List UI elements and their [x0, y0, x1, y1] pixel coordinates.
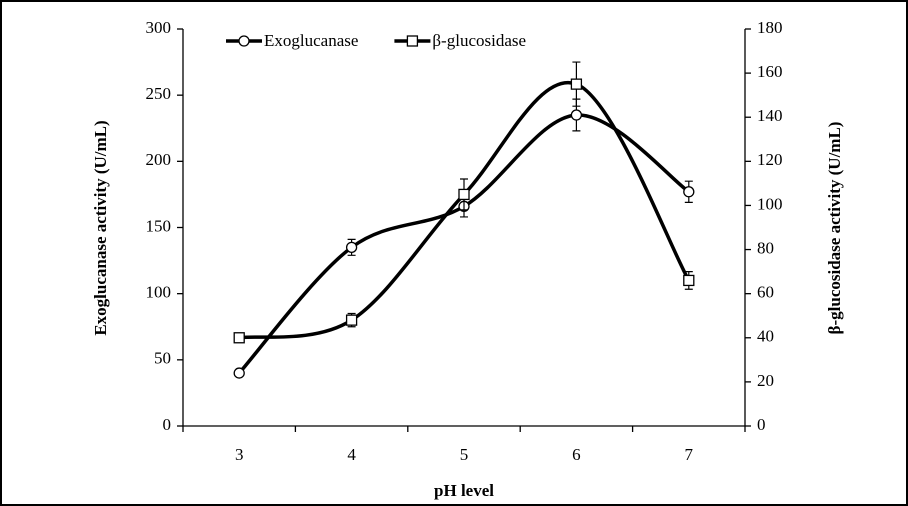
y-tick-label: 200: [146, 150, 172, 169]
y2-tick-label: 120: [757, 150, 783, 169]
y2-tick-label: 40: [757, 327, 774, 346]
y2-tick-label: 160: [757, 62, 783, 81]
legend-label: Exoglucanase: [264, 31, 358, 50]
marker: [683, 186, 695, 198]
x-tick-label: 5: [460, 445, 469, 464]
y-tick-label: 150: [146, 216, 172, 235]
legend-marker: [238, 35, 250, 47]
marker: [683, 274, 695, 287]
y2-axis-title: β-glucosidase activity (U/mL): [825, 122, 844, 335]
y2-tick-label: 0: [757, 415, 766, 434]
x-axis-title: pH level: [434, 481, 494, 500]
legend-label: β-glucosidase: [432, 31, 526, 50]
y-tick-label: 300: [146, 18, 172, 37]
y-tick-label: 0: [163, 415, 172, 434]
y-tick-label: 50: [154, 349, 171, 368]
marker: [233, 332, 245, 344]
y2-tick-label: 60: [757, 283, 774, 302]
y-axis-title: Exoglucanase activity (U/mL): [91, 120, 110, 335]
y2-tick-label: 180: [757, 18, 783, 37]
y-tick-label: 100: [146, 283, 172, 302]
y2-tick-label: 100: [757, 194, 783, 213]
x-tick-label: 6: [572, 445, 581, 464]
series-line: [238, 80, 691, 340]
y2-tick-label: 20: [757, 371, 774, 390]
y2-tick-label: 140: [757, 106, 783, 125]
legend-marker: [406, 35, 419, 47]
marker: [345, 314, 358, 326]
marker: [458, 188, 470, 201]
marker: [570, 109, 583, 121]
marker: [570, 78, 583, 90]
marker: [233, 367, 245, 379]
x-tick-label: 4: [347, 445, 356, 464]
y-tick-label: 250: [146, 84, 172, 103]
y2-tick-label: 80: [757, 238, 774, 257]
x-tick-label: 7: [685, 445, 694, 464]
marker: [345, 241, 358, 254]
x-tick-label: 3: [235, 445, 244, 464]
